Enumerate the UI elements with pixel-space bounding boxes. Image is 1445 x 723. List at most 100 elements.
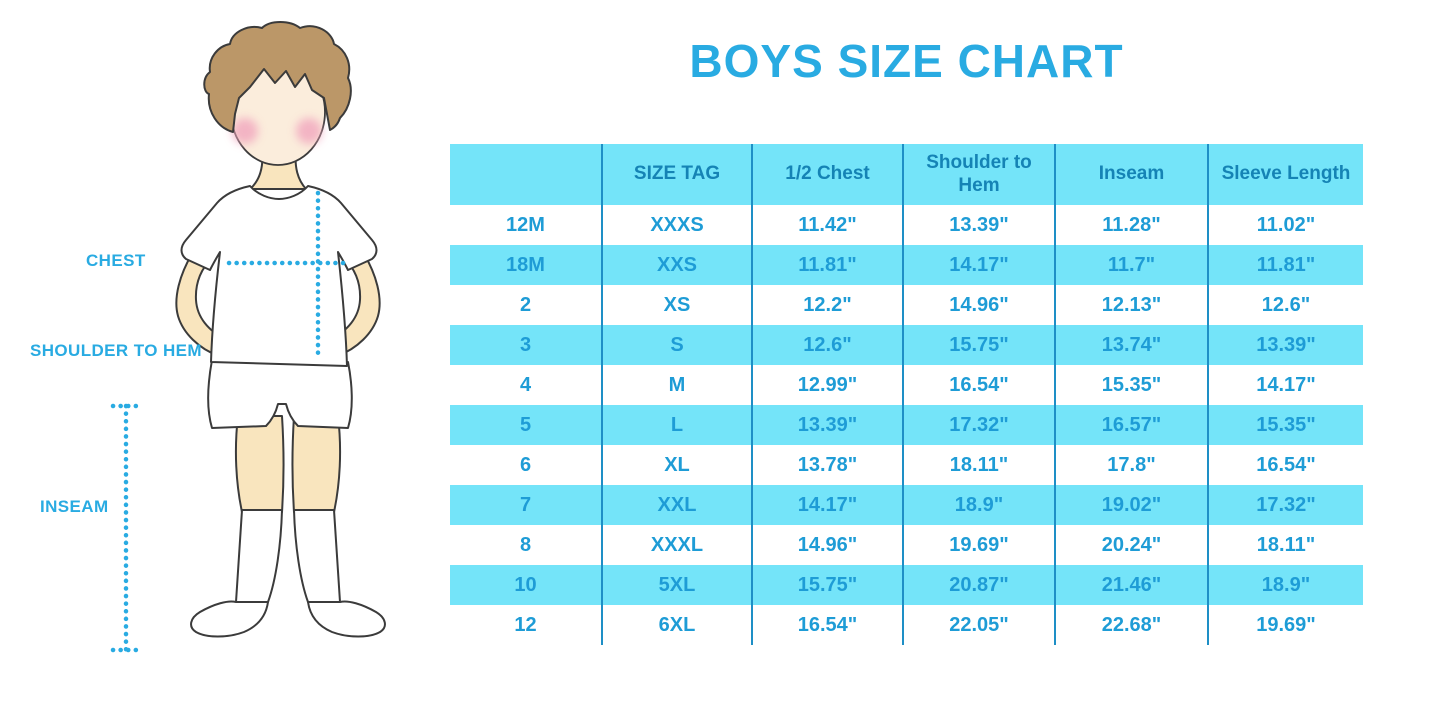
- left-foot: [190, 600, 269, 638]
- table-cell: 13.78": [751, 445, 903, 485]
- right-cheek: [296, 118, 322, 144]
- left-cheek: [232, 118, 258, 144]
- table-cell: XL: [601, 445, 752, 485]
- table-cell: 20.24": [1054, 525, 1208, 565]
- table-row: 7 XXL 14.17" 18.9" 19.02" 17.32": [450, 485, 1363, 525]
- figure-area: CHEST SHOULDER TO HEM INSEAM: [0, 0, 450, 723]
- table-cell: 15.35": [1207, 405, 1363, 445]
- table-cell: 15.75": [751, 565, 903, 605]
- right-leg: [291, 415, 342, 513]
- column-header-shoulder-to-hem: Shoulder to Hem: [902, 144, 1055, 205]
- size-table: SIZE TAG 1/2 Chest Shoulder to Hem Insea…: [450, 144, 1363, 645]
- table-cell: 2: [450, 285, 602, 325]
- inseam-label: INSEAM: [40, 497, 109, 516]
- table-cell: 14.96": [902, 285, 1055, 325]
- column-header-sleeve-length: Sleeve Length: [1207, 144, 1363, 205]
- table-cell: 14.96": [751, 525, 903, 565]
- column-header-inseam: Inseam: [1054, 144, 1208, 205]
- table-cell: XXL: [601, 485, 752, 525]
- table-cell: 17.32": [1207, 485, 1363, 525]
- table-cell: 15.35": [1054, 365, 1208, 405]
- column-header-size: [450, 144, 602, 205]
- table-cell: 10: [450, 565, 602, 605]
- table-row: 2 XS 12.2" 14.96" 12.13" 12.6": [450, 285, 1363, 325]
- table-cell: 18.11": [902, 445, 1055, 485]
- table-cell: 19.02": [1054, 485, 1208, 525]
- table-row: 5 L 13.39" 17.32" 16.57" 15.35": [450, 405, 1363, 445]
- table-cell: 11.7": [1054, 245, 1208, 285]
- table-cell: 11.81": [1207, 245, 1363, 285]
- table-cell: 14.17": [902, 245, 1055, 285]
- t-shirt: [180, 185, 378, 367]
- table-cell: 5: [450, 405, 602, 445]
- table-row: 4 M 12.99" 16.54" 15.35" 14.17": [450, 365, 1363, 405]
- shorts: [207, 359, 353, 429]
- table-row: 18M XXS 11.81" 14.17" 11.7" 11.81": [450, 245, 1363, 285]
- table-row: 10 5XL 15.75" 20.87" 21.46" 18.9": [450, 565, 1363, 605]
- table-cell: 20.87": [902, 565, 1055, 605]
- hair: [203, 21, 352, 133]
- table-cell: 6: [450, 445, 602, 485]
- table-cell: 12.13": [1054, 285, 1208, 325]
- column-header-half-chest: 1/2 Chest: [751, 144, 903, 205]
- table-row: 12M XXXS 11.42" 13.39" 11.28" 11.02": [450, 205, 1363, 245]
- table-cell: 17.32": [902, 405, 1055, 445]
- page-title: BOYS SIZE CHART: [689, 35, 1124, 87]
- table-cell: XXS: [601, 245, 752, 285]
- table-cell: 16.54": [1207, 445, 1363, 485]
- table-cell: 14.17": [751, 485, 903, 525]
- table-cell: 16.54": [751, 605, 903, 645]
- table-cell: S: [601, 325, 752, 365]
- table-cell: 7: [450, 485, 602, 525]
- table-cell: 13.39": [751, 405, 903, 445]
- table-cell: 8: [450, 525, 602, 565]
- table-cell: 17.8": [1054, 445, 1208, 485]
- table-cell: 13.74": [1054, 325, 1208, 365]
- table-cell: 12.2": [751, 285, 903, 325]
- table-cell: 3: [450, 325, 602, 365]
- table-row: 12 6XL 16.54" 22.05" 22.68" 19.69": [450, 605, 1363, 645]
- table-cell: 4: [450, 365, 602, 405]
- table-cell: L: [601, 405, 752, 445]
- table-cell: 16.54": [902, 365, 1055, 405]
- table-cell: XXXL: [601, 525, 752, 565]
- table-cell: 19.69": [902, 525, 1055, 565]
- table-cell: 19.69": [1207, 605, 1363, 645]
- table-cell: 21.46": [1054, 565, 1208, 605]
- table-cell: 18.9": [1207, 565, 1363, 605]
- table-cell: 11.28": [1054, 205, 1208, 245]
- left-leg: [234, 415, 285, 513]
- table-cell: 18.11": [1207, 525, 1363, 565]
- table-cell: 12.6": [751, 325, 903, 365]
- right-sock: [293, 509, 341, 603]
- table-cell: 13.39": [1207, 325, 1363, 365]
- table-cell: XXXS: [601, 205, 752, 245]
- table-cell: 12.99": [751, 365, 903, 405]
- table-row: 8 XXXL 14.96" 19.69" 20.24" 18.11": [450, 525, 1363, 565]
- table-cell: 16.57": [1054, 405, 1208, 445]
- chest-label: CHEST: [86, 251, 146, 270]
- table-cell: M: [601, 365, 752, 405]
- table-cell: 11.81": [751, 245, 903, 285]
- table-cell: 11.42": [751, 205, 903, 245]
- table-cell: 6XL: [601, 605, 752, 645]
- table-cell: 13.39": [902, 205, 1055, 245]
- table-cell: 12M: [450, 205, 602, 245]
- right-foot: [307, 600, 386, 638]
- table-cell: 11.02": [1207, 205, 1363, 245]
- table-header-row: SIZE TAG 1/2 Chest Shoulder to Hem Insea…: [450, 144, 1363, 205]
- column-header-size-tag: SIZE TAG: [601, 144, 752, 205]
- table-cell: 12: [450, 605, 602, 645]
- table-cell: 15.75": [902, 325, 1055, 365]
- table-cell: 18M: [450, 245, 602, 285]
- table-row: 3 S 12.6" 15.75" 13.74" 13.39": [450, 325, 1363, 365]
- table-cell: 14.17": [1207, 365, 1363, 405]
- table-cell: 18.9": [902, 485, 1055, 525]
- boy-illustration: [110, 21, 386, 653]
- left-sock: [235, 509, 283, 603]
- table-cell: 22.68": [1054, 605, 1208, 645]
- table-row: 6 XL 13.78" 18.11" 17.8" 16.54": [450, 445, 1363, 485]
- table-cell: 22.05": [902, 605, 1055, 645]
- table-cell: 12.6": [1207, 285, 1363, 325]
